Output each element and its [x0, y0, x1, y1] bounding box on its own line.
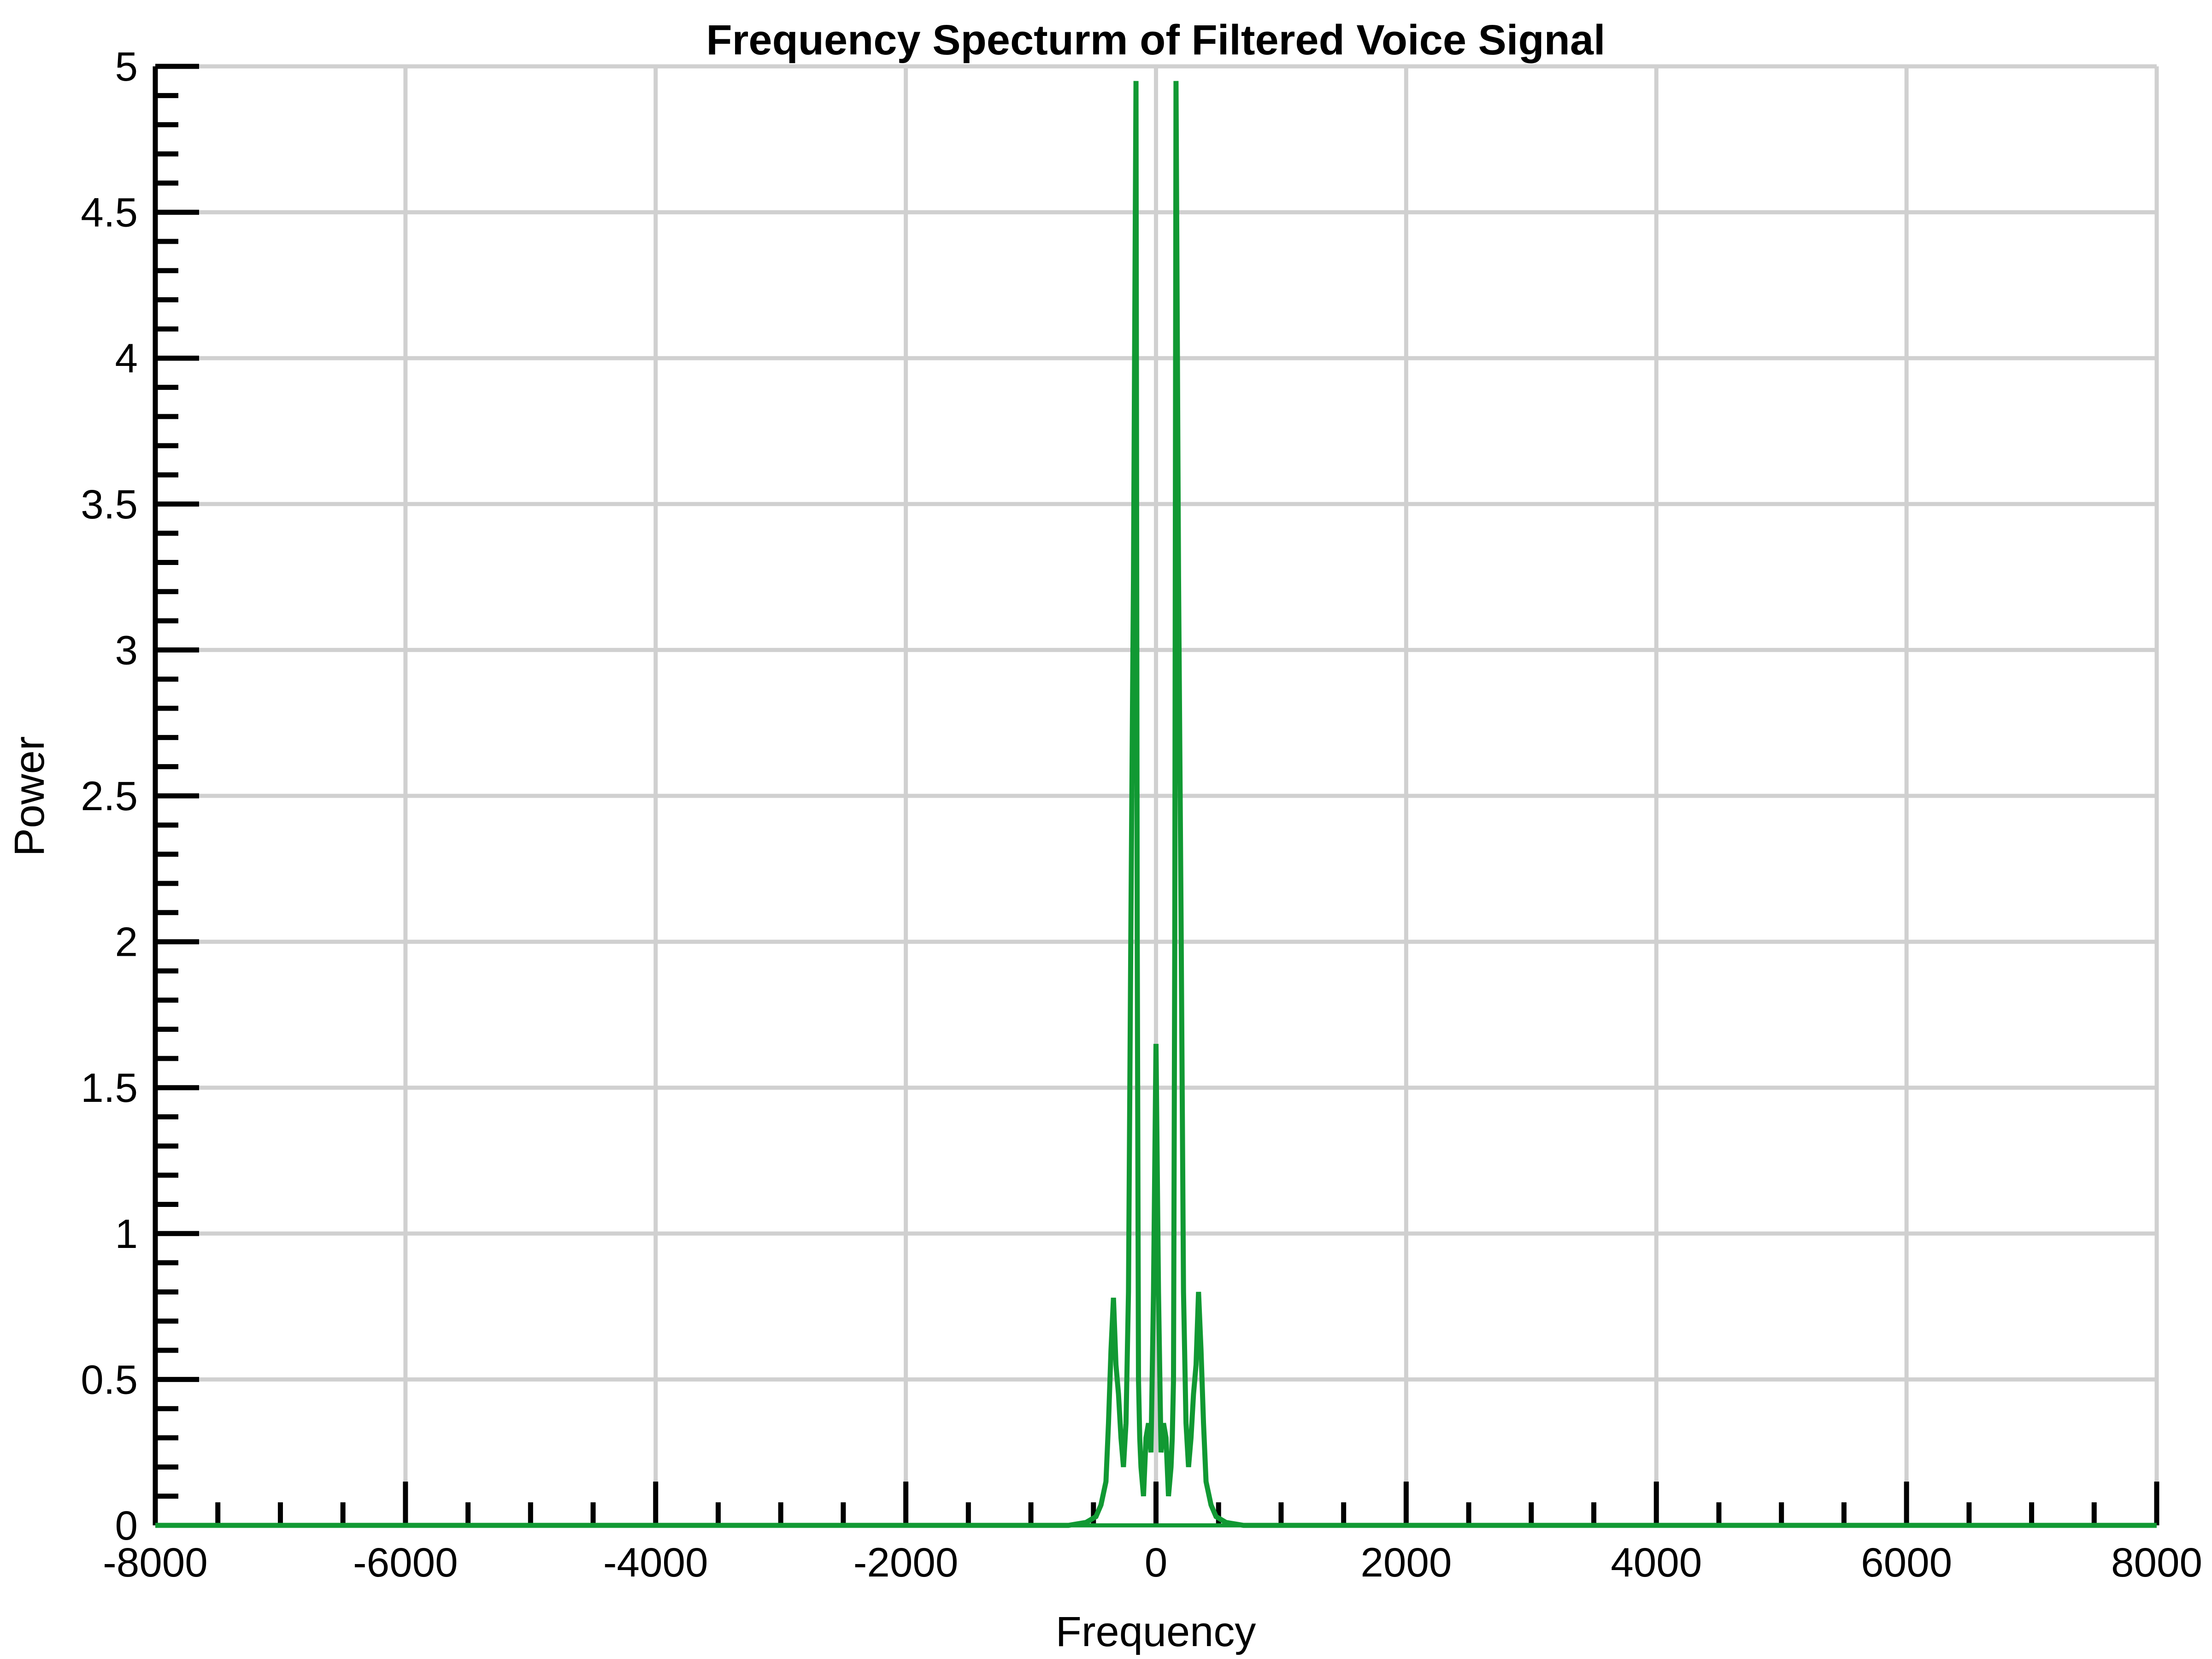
y-tick-label: 0.5	[81, 1356, 138, 1402]
x-tick-labels: -8000 -6000 -4000 -2000 0 2000 4000 6000 8000	[103, 1539, 2202, 1585]
x-tick-label: 4000	[1611, 1539, 1702, 1585]
y-axis-label: Power	[6, 736, 53, 857]
y-tick-label: 5	[115, 43, 138, 89]
y-tick-label: 2	[115, 919, 138, 965]
y-tick-label: 1.5	[81, 1065, 138, 1111]
x-tick-label: -8000	[103, 1539, 208, 1585]
x-tick-label: -4000	[603, 1539, 708, 1585]
y-tick-label: 4.5	[81, 189, 138, 235]
x-tick-label: 2000	[1360, 1539, 1452, 1585]
x-tick-label: 8000	[2111, 1539, 2202, 1585]
x-tick-label: 0	[1145, 1539, 1168, 1585]
series-layer	[155, 81, 2157, 1528]
series-line	[155, 81, 2157, 1528]
chart-title: Frequency Specturm of Filtered Voice Sig…	[706, 17, 1605, 64]
y-tick-label: 3.5	[81, 481, 138, 527]
grid-lines	[153, 64, 2159, 1528]
axes	[153, 64, 2159, 1528]
x-tick-label: -2000	[853, 1539, 959, 1585]
y-tick-label: 1	[115, 1211, 138, 1257]
y-tick-label: 4	[115, 335, 138, 381]
y-tick-label: 3	[115, 627, 138, 673]
y-tick-label: 2.5	[81, 773, 138, 819]
y-tick-labels: 0 0.5 1 1.5 2 2.5 3 3.5 4 4.5 5	[81, 43, 138, 1548]
x-tick-label: 6000	[1861, 1539, 1952, 1585]
x-tick-label: -6000	[353, 1539, 458, 1585]
y-tick-label: 0	[115, 1502, 138, 1548]
x-axis-label: Frequency	[1056, 1608, 1256, 1655]
